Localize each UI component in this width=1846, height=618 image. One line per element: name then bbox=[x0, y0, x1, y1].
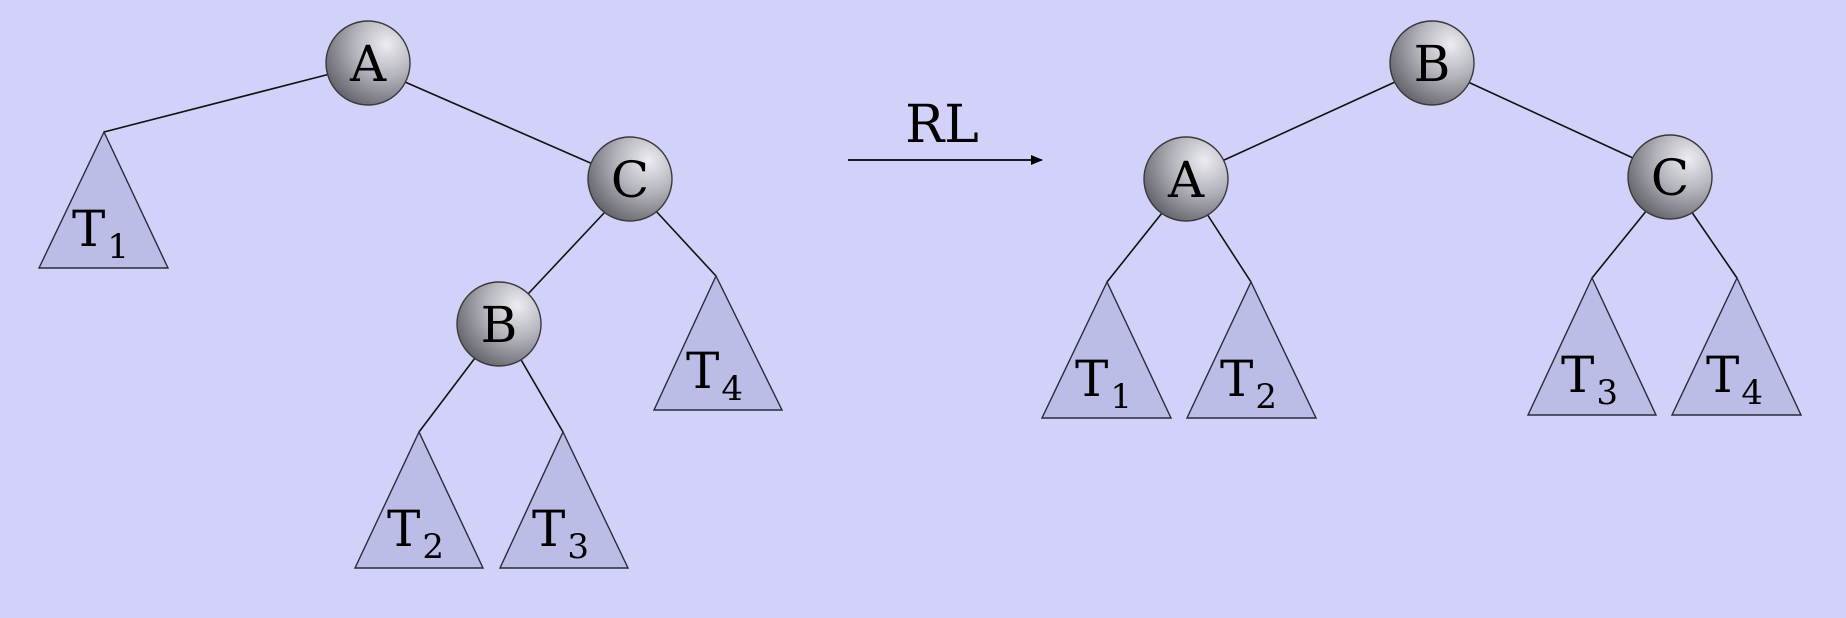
node-label: A bbox=[1167, 151, 1205, 209]
edge-a-t1 bbox=[103, 73, 331, 133]
subtree-letter: T bbox=[686, 342, 719, 400]
edge-b-t2 bbox=[418, 353, 479, 433]
node-label: C bbox=[611, 151, 649, 209]
edge-c-b bbox=[527, 211, 606, 295]
subtree-index: 2 bbox=[1255, 377, 1277, 417]
subtree-t4: T4 bbox=[1670, 276, 1803, 416]
node-label: B bbox=[1414, 35, 1451, 93]
edge-a-t1 bbox=[1106, 212, 1163, 283]
edge-a-t2 bbox=[1206, 213, 1252, 283]
subtree-t1: T1 bbox=[37, 130, 170, 269]
subtree-letter: T bbox=[1706, 346, 1739, 404]
svg-text:T1: T1 bbox=[72, 200, 129, 267]
node-c: C bbox=[1627, 134, 1713, 220]
rotation-arrow: RL bbox=[848, 95, 1043, 165]
subtree-t1: T1 bbox=[1040, 280, 1173, 419]
edge-b-a bbox=[1221, 81, 1396, 162]
node-label: C bbox=[1651, 149, 1689, 207]
subtree-t2: T2 bbox=[1185, 280, 1318, 419]
subtree-letter: T bbox=[1561, 346, 1594, 404]
edge-a-c bbox=[404, 81, 596, 166]
subtree-index: 1 bbox=[107, 227, 129, 267]
node-a: A bbox=[325, 20, 411, 106]
edge-c-t4 bbox=[1690, 210, 1738, 279]
subtree-index: 1 bbox=[1110, 377, 1132, 417]
node-a: A bbox=[1143, 136, 1229, 222]
svg-text:T3: T3 bbox=[1561, 346, 1618, 413]
subtree-t4: T4 bbox=[652, 274, 784, 411]
svg-text:T4: T4 bbox=[1706, 346, 1763, 413]
node-b: B bbox=[1389, 20, 1475, 106]
node-b: B bbox=[456, 281, 542, 367]
node-label: A bbox=[349, 35, 387, 93]
edge-b-t3 bbox=[519, 357, 564, 433]
node-c: C bbox=[587, 136, 673, 222]
node-label: B bbox=[481, 296, 518, 354]
before-tree: T1 T4 T2 T3 A C B bbox=[37, 20, 784, 569]
edge-b-c bbox=[1467, 81, 1634, 159]
subtree-index: 2 bbox=[422, 527, 444, 567]
subtree-index: 3 bbox=[1596, 373, 1618, 413]
svg-text:T2: T2 bbox=[387, 500, 444, 567]
subtree-t2: T2 bbox=[353, 430, 485, 569]
rotation-label: RL bbox=[905, 95, 979, 155]
after-tree: T1 T2 T3 T4 B A C bbox=[1040, 20, 1803, 419]
subtree-index: 4 bbox=[1741, 373, 1763, 413]
subtree-letter: T bbox=[387, 500, 420, 558]
subtree-letter: T bbox=[72, 200, 105, 258]
subtree-index: 4 bbox=[721, 369, 743, 409]
subtree-letter: T bbox=[1220, 350, 1253, 408]
svg-text:T2: T2 bbox=[1220, 350, 1277, 417]
edge-c-t3 bbox=[1591, 209, 1648, 279]
subtree-t3: T3 bbox=[1526, 276, 1658, 416]
svg-text:T1: T1 bbox=[1075, 350, 1132, 417]
svg-text:T4: T4 bbox=[686, 342, 743, 409]
subtree-index: 3 bbox=[567, 527, 589, 567]
svg-text:T3: T3 bbox=[532, 500, 589, 567]
subtree-letter: T bbox=[532, 500, 565, 558]
edge-c-t4 bbox=[654, 209, 717, 277]
subtree-letter: T bbox=[1075, 350, 1108, 408]
subtree-t3: T3 bbox=[498, 430, 630, 569]
